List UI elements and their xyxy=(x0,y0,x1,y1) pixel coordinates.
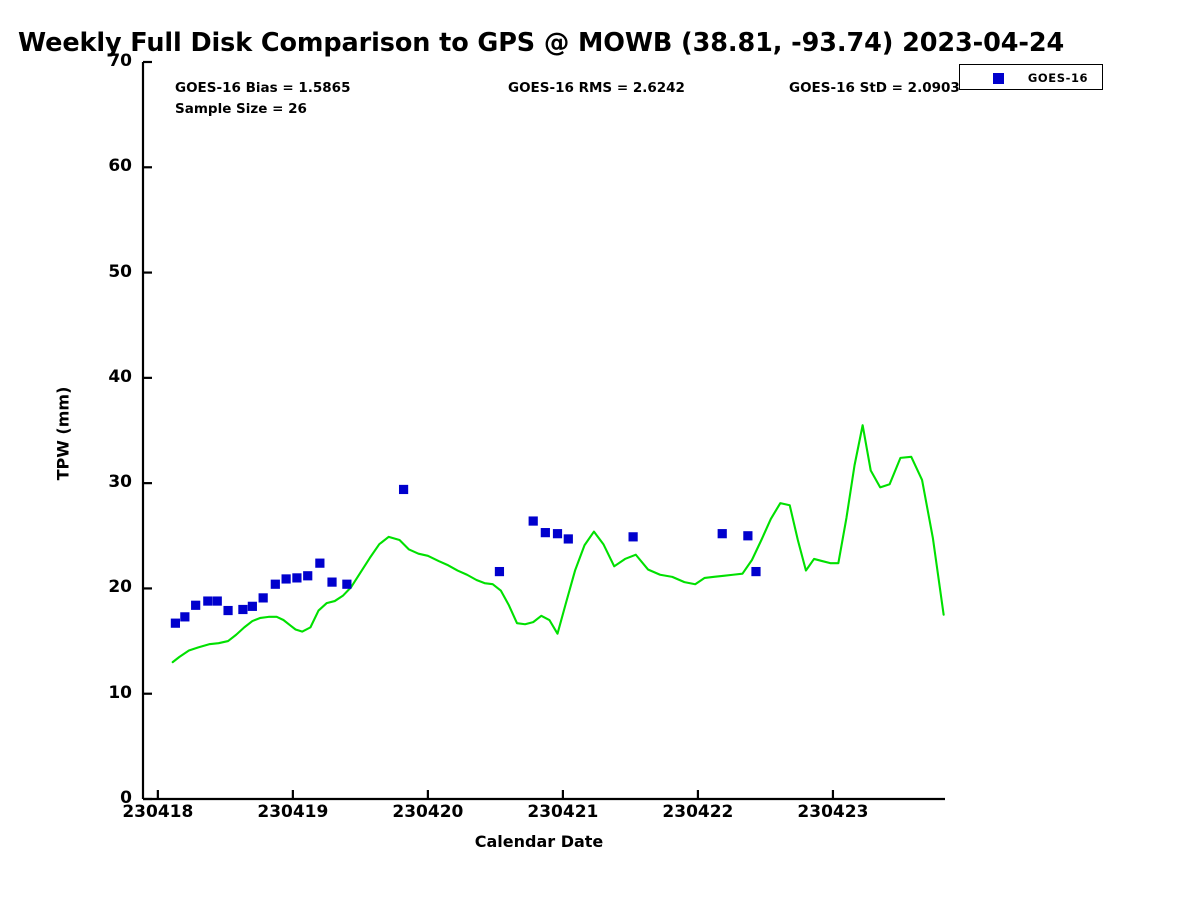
data-point-marker xyxy=(247,601,257,611)
data-point-marker xyxy=(203,596,213,606)
x-axis-tick-label: 230421 xyxy=(527,802,599,822)
line-gps xyxy=(171,424,945,664)
stat-bias: GOES-16 Bias = 1.5865 xyxy=(175,80,351,96)
y-axis-tick-label: 30 xyxy=(108,472,132,493)
x-axis-title: Calendar Date xyxy=(474,832,604,851)
gps-line-series xyxy=(171,424,945,664)
data-point-marker xyxy=(494,566,505,577)
data-point-marker xyxy=(292,573,302,583)
legend: GOES-16 xyxy=(959,64,1103,90)
data-point-marker xyxy=(552,529,563,539)
data-point-marker xyxy=(628,532,638,542)
stat-sample-size: Sample Size = 26 xyxy=(175,101,307,117)
data-point-marker xyxy=(258,593,268,603)
data-point-marker xyxy=(180,612,190,622)
y-axis-tick-label: 60 xyxy=(108,156,132,177)
axis-lines xyxy=(141,62,945,801)
x-axis-tick-label: 230420 xyxy=(392,802,464,822)
data-point-marker xyxy=(212,596,222,606)
data-point-marker xyxy=(398,484,409,495)
data-point-marker xyxy=(743,531,753,541)
data-point-marker xyxy=(223,605,233,616)
legend-label-goes16: GOES-16 xyxy=(1027,71,1089,85)
y-axis-tick-label: 50 xyxy=(108,261,132,282)
y-axis-tick-label: 10 xyxy=(108,682,132,703)
page-title: Weekly Full Disk Comparison to GPS @ MOW… xyxy=(18,28,1065,58)
data-point-marker xyxy=(327,577,337,587)
data-point-marker xyxy=(170,618,180,628)
stat-rms: GOES-16 RMS = 2.6242 xyxy=(508,80,685,96)
x-axis-tick-label: 230422 xyxy=(662,802,734,822)
data-point-marker xyxy=(303,571,313,581)
x-axis-tick-label: 230419 xyxy=(257,802,329,822)
goes16-marker-series xyxy=(170,484,761,628)
data-point-marker xyxy=(717,529,727,539)
data-point-marker xyxy=(540,528,550,538)
y-axis-tick-label: 70 xyxy=(108,51,132,71)
data-point-marker xyxy=(315,558,325,568)
stat-std: GOES-16 StD = 2.0903 xyxy=(789,80,960,96)
data-point-marker xyxy=(528,516,538,526)
data-point-marker xyxy=(751,566,761,577)
x-axis-tick-label: 230418 xyxy=(122,802,194,822)
y-axis-tick-label: 40 xyxy=(108,366,132,387)
data-point-marker xyxy=(563,534,573,544)
data-point-marker xyxy=(342,579,352,589)
y-axis-tick-label: 20 xyxy=(108,577,132,598)
legend-marker-goes16-icon xyxy=(993,73,1004,84)
axis-ticks xyxy=(143,60,835,801)
x-axis-tick-label: 230423 xyxy=(797,802,869,822)
data-point-marker xyxy=(238,604,248,615)
data-point-marker xyxy=(191,600,201,610)
y-axis-tick-label: 0 xyxy=(120,788,132,808)
data-point-marker xyxy=(270,579,280,589)
data-point-marker xyxy=(281,574,291,584)
